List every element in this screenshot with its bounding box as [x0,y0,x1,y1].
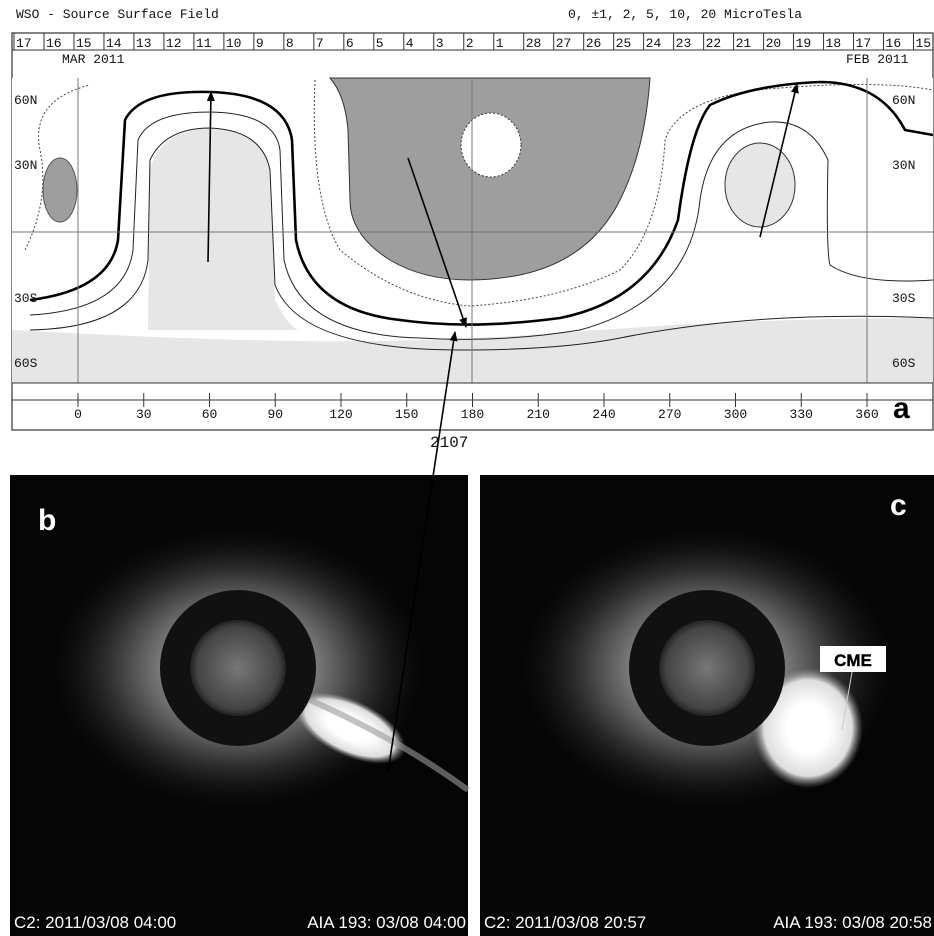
day-label: 25 [616,36,632,51]
day-label: 16 [886,36,902,51]
lon-label: 120 [329,407,352,422]
callout-text: CME [834,651,872,670]
lon-label: 90 [267,407,283,422]
day-label: 5 [376,36,384,51]
caption-left: C2: 2011/03/08 20:57 [484,913,646,932]
day-label: 28 [526,36,542,51]
day-label: 8 [286,36,294,51]
day-label: 4 [406,36,414,51]
lon-label: 300 [724,407,747,422]
day-label: 10 [226,36,242,51]
field-levels: 0, ±1, 2, 5, 10, 20 MicroTesla [568,7,802,22]
lon-label: 270 [658,407,681,422]
day-label: 15 [916,36,932,51]
day-label: 11 [196,36,212,51]
sun-disk [659,620,755,716]
rotation-number: 2107 [430,434,468,452]
light-ellipse [725,143,795,227]
coronagraph-c: CME c C2: 2011/03/08 20:57 AIA 193: 03/0… [480,475,934,936]
sun-disk [190,620,286,716]
day-label: 19 [796,36,812,51]
day-label: 22 [706,36,722,51]
caption-right: AIA 193: 03/08 04:00 [307,913,466,932]
lon-label: 330 [790,407,813,422]
lon-label: 360 [855,407,878,422]
lon-label: 150 [395,407,418,422]
day-label: 16 [46,36,62,51]
caption-right: AIA 193: 03/08 20:58 [773,913,932,932]
day-label: 13 [136,36,152,51]
panel-label: a [893,392,910,425]
day-label: 26 [586,36,602,51]
day-label: 21 [736,36,752,51]
contour-island [461,113,521,177]
lat-label: 60N [14,93,37,108]
day-label: 6 [346,36,354,51]
day-label: 12 [166,36,182,51]
month-right: FEB 2011 [846,52,909,67]
day-label: 15 [76,36,92,51]
lon-label: 30 [136,407,152,422]
lon-label: 0 [74,407,82,422]
lat-label: 30S [892,291,916,306]
caption-left: C2: 2011/03/08 04:00 [14,913,176,932]
day-label: 20 [766,36,782,51]
lon-label: 240 [592,407,615,422]
map-title: WSO - Source Surface Field [16,7,219,22]
day-label: 7 [316,36,324,51]
lat-label: 60N [892,93,915,108]
lat-label: 30N [14,158,37,173]
coronagraph-b: b C2: 2011/03/08 04:00 AIA 193: 03/08 04… [10,475,468,936]
contour-map [12,78,933,383]
day-label: 3 [436,36,444,51]
day-label: 1 [496,36,504,51]
lon-label: 180 [461,407,484,422]
day-label: 9 [256,36,264,51]
panel-label: c [890,489,907,522]
day-label: 17 [16,36,32,51]
day-label: 17 [856,36,872,51]
lat-label: 30N [892,158,915,173]
lat-label: 60S [14,356,38,371]
dark-ellipse [43,158,77,222]
panel-label: b [38,504,56,537]
day-label: 14 [106,36,122,51]
lat-label: 60S [892,356,916,371]
month-left: MAR 2011 [62,52,125,67]
day-label: 27 [556,36,572,51]
figure: WSO - Source Surface Field 0, ±1, 2, 5, … [0,0,934,936]
day-label: 23 [676,36,692,51]
lon-label: 210 [527,407,550,422]
day-label: 18 [826,36,842,51]
lon-label: 60 [202,407,218,422]
day-label: 2 [466,36,474,51]
lat-label: 30S [14,291,38,306]
day-label: 24 [646,36,662,51]
